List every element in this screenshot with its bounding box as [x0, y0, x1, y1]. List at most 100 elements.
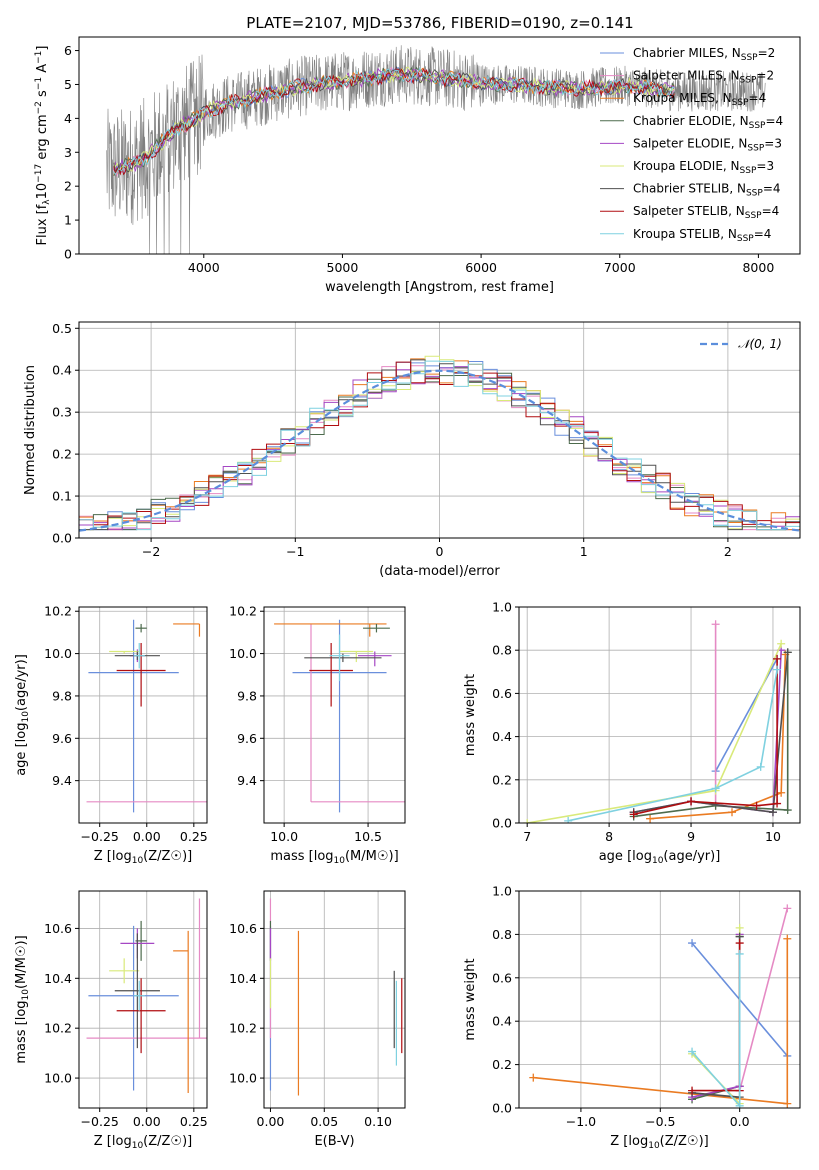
weight-marker-kroupa_stelib [688, 1047, 697, 1056]
legend-label-normal: 𝒩(0, 1) [738, 337, 782, 351]
label-part: =2 [756, 69, 774, 83]
axes-frame [78, 890, 208, 1109]
label-part: log [112, 849, 132, 864]
label-part: SSP [749, 121, 766, 131]
y-tick-label: 0 [64, 247, 72, 262]
x-axis-label: Z [log10(Z/Z☉)] [94, 849, 192, 866]
x-axis-label: mass [log10(M/M☉)] [270, 849, 398, 866]
y-tick-label: 0.8 [492, 643, 512, 658]
label-part: =3 [764, 136, 782, 150]
x-axis-label: Z [log10(Z/Z☉)] [94, 1134, 192, 1151]
weight-marker-salpeter_miles [783, 904, 792, 913]
y-tick-label: 9.6 [237, 731, 257, 746]
label-part: mass [ [14, 1020, 29, 1063]
label-part: erg cm [35, 114, 50, 163]
x-tick-label: 5000 [327, 260, 359, 275]
label-part: wavelength [Angstrom, rest frame] [325, 280, 554, 295]
label-part: mass weight [463, 958, 478, 1040]
label-part: Kroupa MILES, N [633, 91, 732, 105]
weight-marker-kroupa_miles [777, 788, 786, 797]
x-axis-label: (data-model)/error [379, 564, 500, 579]
legend-label-salpeter_miles: Salpeter MILES, NSSP=2 [633, 69, 774, 86]
legend-label-kroupa_stelib: Kroupa STELIB, NSSP=4 [633, 227, 771, 244]
label-part: log [628, 1134, 648, 1149]
y-tick-label: 10.4 [44, 971, 72, 986]
label-part: Z [ [94, 849, 112, 864]
y-axis-label: mass weight [463, 958, 478, 1040]
label-part: 10 [132, 1141, 144, 1151]
x-tick-label: −0.25 [81, 1114, 119, 1129]
x-tick-label: 9 [687, 829, 695, 844]
label-part: SSP [746, 189, 763, 199]
label-part: λ [42, 199, 52, 205]
label-part: age [ [599, 849, 632, 864]
weight-marker-kroupa_stelib [773, 665, 782, 674]
y-tick-label: 3 [64, 145, 72, 160]
weight-marker-kroupa_elodie [735, 923, 744, 932]
weight-line-chabrier_stelib [691, 936, 741, 1099]
axes-frame [263, 890, 406, 1109]
plot-area [86, 619, 207, 813]
x-tick-label: 6000 [465, 260, 497, 275]
x-axis-label: Z [log10(Z/Z☉)] [610, 1134, 708, 1151]
y-tick-label: 10.6 [44, 921, 72, 936]
legend-label-kroupa_miles: Kroupa MILES, NSSP=4 [633, 91, 766, 108]
weight-marker-kroupa_stelib [564, 816, 573, 823]
histogram-salpeter_miles [79, 365, 800, 531]
plot-area [106, 45, 766, 254]
label-part: E(B-V) [314, 1134, 354, 1149]
label-part: 10 [21, 711, 31, 723]
y-tick-label: 0.4 [492, 729, 512, 744]
y-tick-label: 10.2 [44, 1021, 72, 1036]
label-part: 10 [648, 1141, 660, 1151]
label-part: log [14, 723, 29, 743]
label-part: (Z/Z☉)] [143, 849, 192, 864]
y-tick-label: 10.2 [229, 604, 257, 619]
mass-vs-ebv-panel: 0.00 0.05 0.10 10.0 10.2 10.4 10.6 E(B-V) [229, 890, 406, 1149]
label-part: 10 [21, 989, 31, 1001]
label-part: SSP [737, 234, 754, 244]
normal-curve [79, 369, 800, 532]
label-part: Salpeter STELIB, N [633, 204, 745, 218]
weight-marker-kroupa_miles [529, 1073, 538, 1082]
weight-line-kroupa_elodie [527, 643, 782, 823]
x-tick-label: 7000 [604, 260, 636, 275]
y-tick-label: 10.6 [229, 921, 257, 936]
label-part: SSP [747, 143, 764, 153]
label-part: Z [ [94, 1134, 112, 1149]
y-tick-label: 9.4 [52, 773, 72, 788]
y-tick-label: 0.6 [492, 686, 512, 701]
x-tick-label: 10.5 [354, 829, 382, 844]
y-tick-label: 10.0 [229, 1071, 257, 1086]
label-part: −17 [34, 164, 44, 183]
x-axis-label: wavelength [Angstrom, rest frame] [325, 280, 554, 295]
x-tick-label: −1.0 [566, 1114, 596, 1129]
label-part: mass weight [463, 674, 478, 756]
label-part: Chabrier STELIB, N [633, 182, 746, 196]
y-tick-label: 0.0 [492, 1101, 512, 1116]
y-tick-label: 10.0 [229, 646, 257, 661]
weight-line-salpeter_stelib [692, 943, 741, 1092]
label-part: Chabrier ELODIE, N [633, 114, 749, 128]
model-spectrum-kroupa_stelib [113, 67, 675, 176]
weight-line-salpeter_elodie [633, 650, 782, 814]
weight-marker-kroupa_stelib [735, 949, 744, 958]
weight-marker-kroupa_miles [783, 1099, 792, 1108]
y-tick-label: 0.0 [52, 531, 72, 546]
y-tick-label: 4 [64, 111, 72, 126]
label-part: =2 [758, 46, 776, 60]
x-tick-label: 8000 [742, 260, 774, 275]
y-tick-label: 1.0 [492, 600, 512, 615]
label-part: =4 [763, 182, 781, 196]
label-part: Salpeter MILES, N [633, 69, 740, 83]
weight-marker-kroupa_stelib [735, 1101, 744, 1108]
plot-area [86, 898, 207, 1094]
axes-frame [518, 890, 801, 1109]
y-tick-label: 0.3 [52, 405, 72, 420]
x-tick-label: −2 [142, 544, 160, 559]
label-part: log [14, 1000, 29, 1020]
legend-label-salpeter_elodie: Salpeter ELODIE, NSSP=3 [633, 136, 782, 153]
spectrum-panel: 4000 5000 6000 7000 8000 0 1 2 3 4 5 6 wavelength [A… [34, 36, 801, 295]
